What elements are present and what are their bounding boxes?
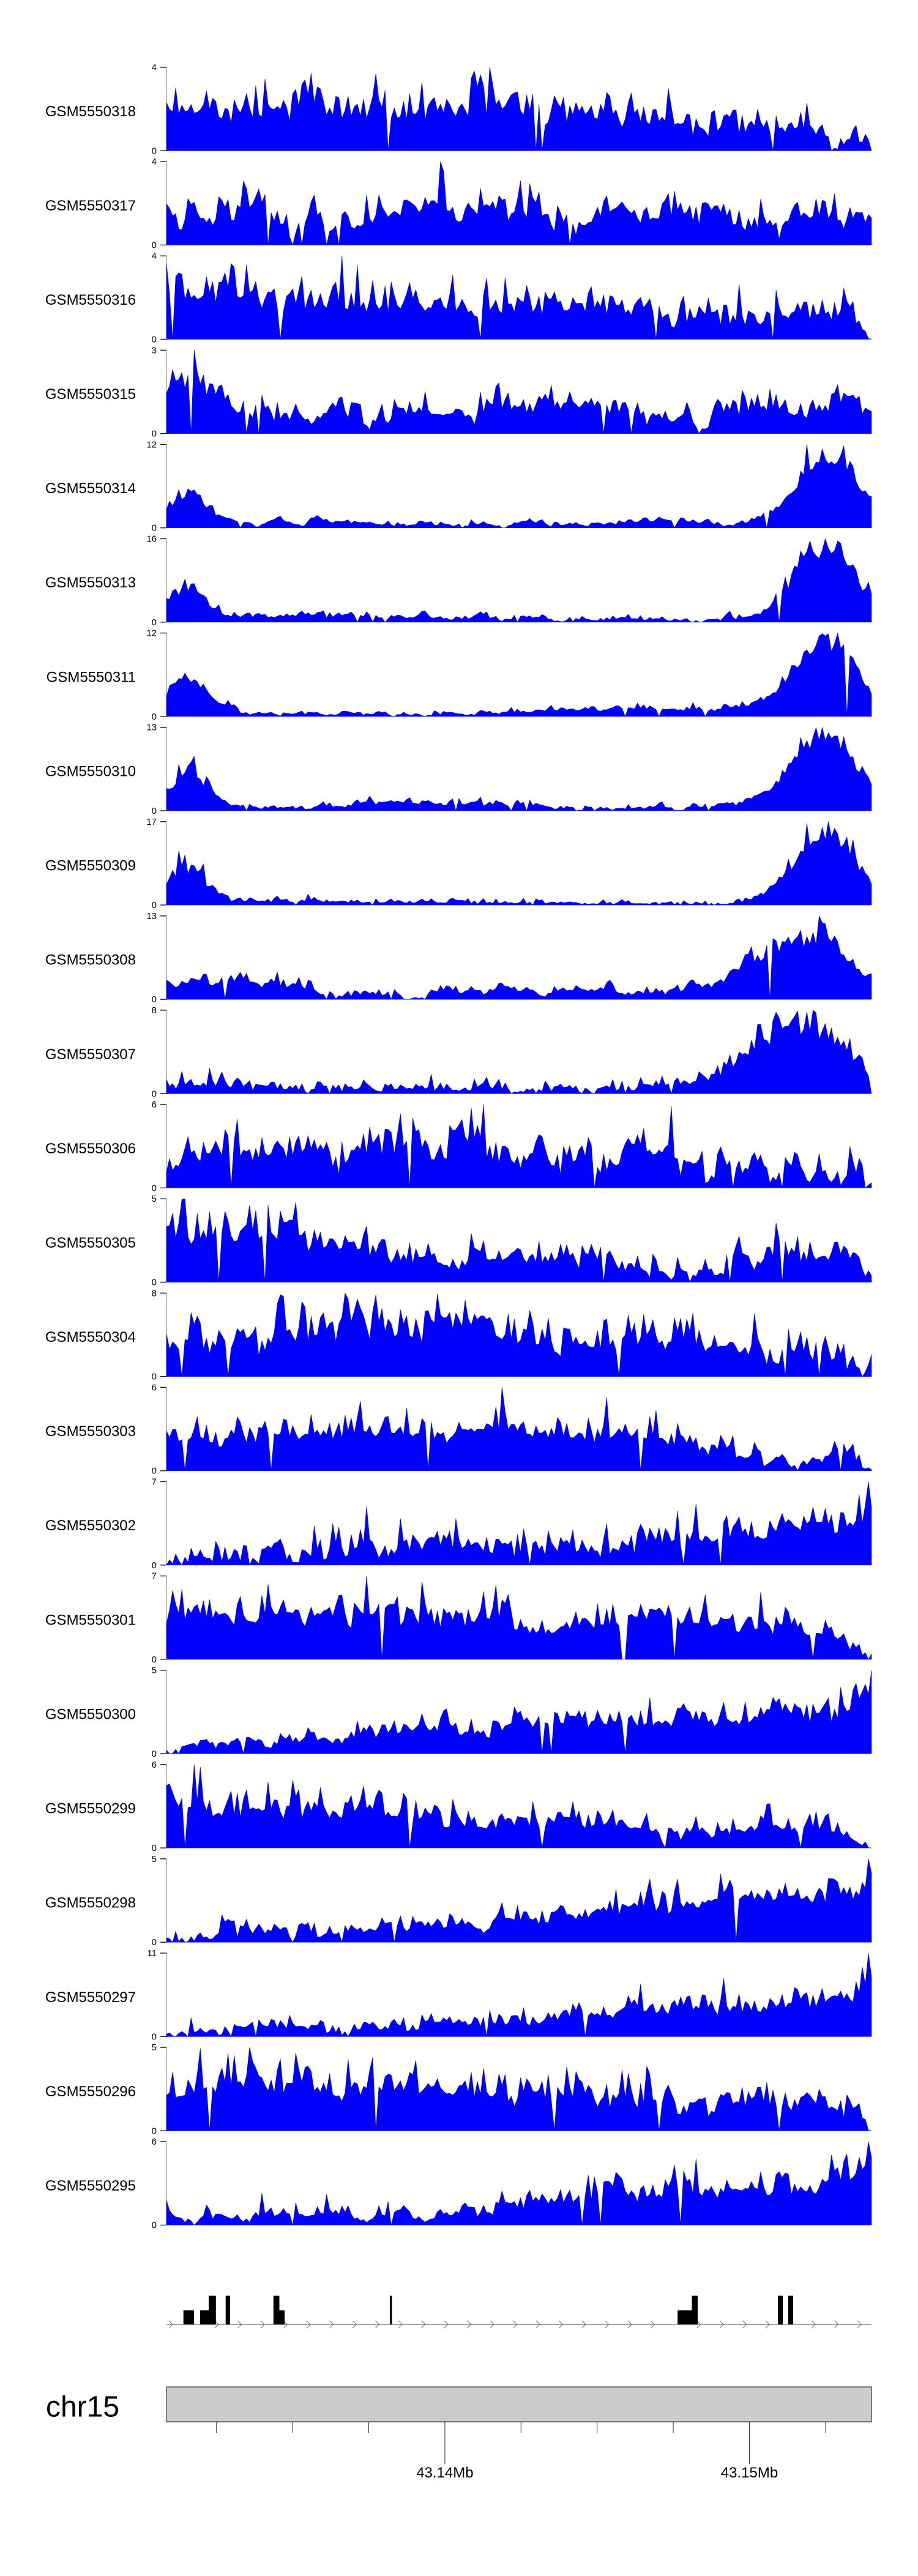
svg-text:5: 5 xyxy=(152,1666,157,1676)
svg-text:43.15Mb: 43.15Mb xyxy=(721,2465,778,2481)
svg-text:GSM5550295: GSM5550295 xyxy=(45,2178,136,2194)
svg-text:GSM5550304: GSM5550304 xyxy=(45,1329,136,1346)
svg-text:GSM5550311: GSM5550311 xyxy=(47,669,136,685)
svg-text:4: 4 xyxy=(152,62,157,73)
svg-text:0: 0 xyxy=(152,523,157,534)
svg-text:GSM5550316: GSM5550316 xyxy=(45,292,136,308)
svg-text:0: 0 xyxy=(152,1278,157,1288)
svg-text:0: 0 xyxy=(152,617,157,628)
svg-text:0: 0 xyxy=(152,429,157,439)
svg-text:11: 11 xyxy=(147,1948,157,1959)
svg-text:GSM5550313: GSM5550313 xyxy=(45,575,136,591)
svg-text:0: 0 xyxy=(152,2126,157,2136)
svg-text:8: 8 xyxy=(152,1005,157,1016)
svg-text:GSM5550314: GSM5550314 xyxy=(45,480,136,497)
svg-text:6: 6 xyxy=(152,2137,157,2147)
svg-text:GSM5550303: GSM5550303 xyxy=(45,1423,136,1440)
svg-text:16: 16 xyxy=(146,534,157,545)
svg-text:7: 7 xyxy=(152,1477,157,1487)
svg-text:13: 13 xyxy=(146,911,157,921)
svg-text:0: 0 xyxy=(152,1937,157,1948)
svg-text:3: 3 xyxy=(152,345,157,356)
svg-text:GSM5550308: GSM5550308 xyxy=(45,952,136,969)
svg-text:17: 17 xyxy=(146,817,157,827)
svg-text:6: 6 xyxy=(152,1760,157,1770)
svg-text:8: 8 xyxy=(152,1288,157,1298)
svg-text:0: 0 xyxy=(152,1466,157,1476)
svg-text:6: 6 xyxy=(152,1382,157,1393)
svg-text:12: 12 xyxy=(146,439,157,450)
svg-text:GSM5550301: GSM5550301 xyxy=(45,1612,136,1628)
svg-text:GSM5550296: GSM5550296 xyxy=(45,2083,136,2100)
svg-text:6: 6 xyxy=(152,1100,157,1110)
svg-text:0: 0 xyxy=(152,2220,157,2231)
svg-text:0: 0 xyxy=(152,1183,157,1193)
svg-text:GSM5550309: GSM5550309 xyxy=(45,858,136,874)
svg-text:GSM5550302: GSM5550302 xyxy=(45,1517,136,1534)
svg-text:5: 5 xyxy=(152,1194,157,1204)
svg-text:GSM5550317: GSM5550317 xyxy=(45,198,136,214)
svg-text:0: 0 xyxy=(152,1749,157,1759)
svg-text:13: 13 xyxy=(146,723,157,733)
svg-text:0: 0 xyxy=(152,1560,157,1571)
svg-text:GSM5550310: GSM5550310 xyxy=(45,764,136,780)
svg-text:0: 0 xyxy=(152,900,157,910)
svg-text:0: 0 xyxy=(152,335,157,345)
svg-text:12: 12 xyxy=(146,628,157,639)
svg-text:GSM5550297: GSM5550297 xyxy=(45,1989,136,2006)
svg-text:GSM5550318: GSM5550318 xyxy=(45,103,136,120)
svg-text:0: 0 xyxy=(152,1655,157,1665)
svg-text:0: 0 xyxy=(152,1089,157,1099)
svg-text:GSM5550315: GSM5550315 xyxy=(45,386,136,403)
svg-text:4: 4 xyxy=(152,251,157,261)
svg-text:5: 5 xyxy=(152,2042,157,2053)
svg-text:7: 7 xyxy=(152,1571,157,1582)
svg-text:4: 4 xyxy=(152,157,157,167)
svg-text:5: 5 xyxy=(152,1854,157,1864)
svg-text:GSM5550307: GSM5550307 xyxy=(45,1046,136,1063)
svg-text:43.14Mb: 43.14Mb xyxy=(416,2465,473,2481)
svg-text:0: 0 xyxy=(152,2031,157,2042)
svg-text:GSM5550299: GSM5550299 xyxy=(45,1801,136,1817)
svg-text:0: 0 xyxy=(152,1843,157,1853)
svg-text:0: 0 xyxy=(152,146,157,156)
svg-text:0: 0 xyxy=(152,1372,157,1382)
svg-text:0: 0 xyxy=(152,712,157,722)
svg-text:0: 0 xyxy=(152,240,157,250)
svg-text:GSM5550300: GSM5550300 xyxy=(45,1706,136,1722)
svg-text:0: 0 xyxy=(152,806,157,816)
svg-text:GSM5550298: GSM5550298 xyxy=(45,1895,136,1912)
svg-text:GSM5550305: GSM5550305 xyxy=(45,1235,136,1251)
svg-text:0: 0 xyxy=(152,994,157,1005)
svg-text:chr15: chr15 xyxy=(46,2391,119,2424)
svg-text:GSM5550306: GSM5550306 xyxy=(45,1141,136,1157)
